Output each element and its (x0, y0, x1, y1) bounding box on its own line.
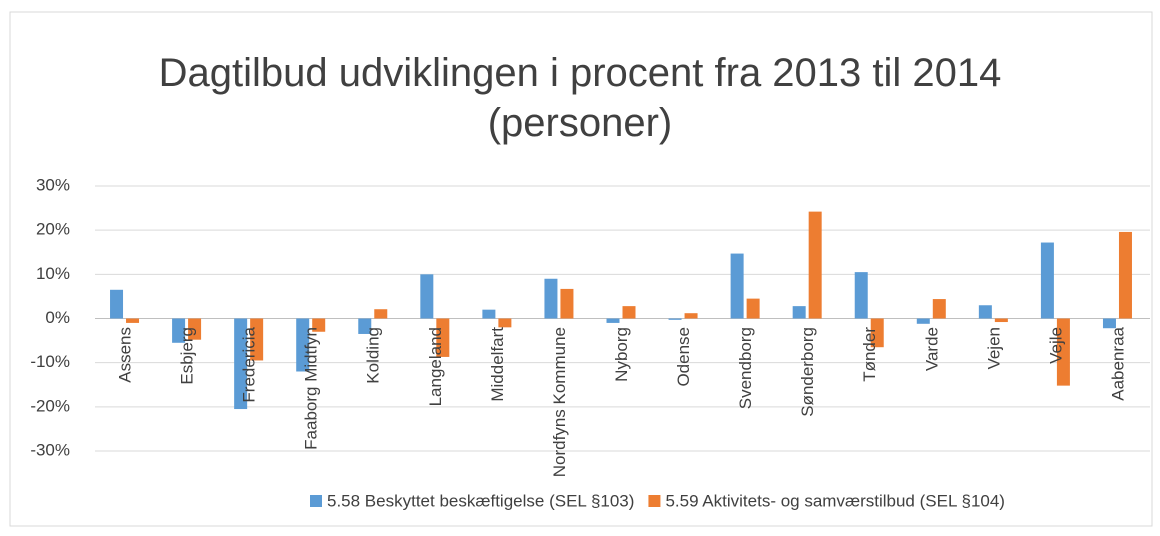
x-tick-label: Aabenraa (1108, 326, 1127, 400)
y-tick-label: 20% (36, 220, 70, 239)
y-tick-label: 0% (45, 308, 70, 327)
bar (668, 318, 682, 320)
bar (234, 318, 248, 410)
bar (606, 318, 620, 323)
x-tick-label: Nordfyns Kommune (550, 327, 569, 477)
bar (1118, 231, 1132, 319)
legend-swatch (310, 495, 322, 507)
bar (544, 278, 558, 319)
x-tick-label: Tønder (860, 327, 879, 382)
bar (312, 318, 326, 332)
x-tick-label: Svendborg (736, 327, 755, 409)
bar (932, 299, 946, 319)
x-tick-label: Varde (922, 327, 941, 371)
bar (870, 318, 884, 348)
bar (172, 318, 186, 343)
x-tick-label: Assens (116, 327, 135, 383)
y-tick-label: 30% (36, 175, 70, 194)
chart-border (9, 11, 1153, 527)
bar (126, 318, 140, 323)
bar (250, 318, 264, 361)
y-tick-label: -10% (30, 352, 70, 371)
bar (1102, 318, 1116, 329)
bar (1056, 318, 1070, 386)
bar (978, 305, 992, 319)
bar (110, 289, 124, 319)
bar (560, 288, 574, 319)
legend-swatch (648, 495, 661, 507)
bar (792, 306, 806, 319)
bar (730, 253, 744, 319)
y-tick-label: 10% (36, 264, 70, 283)
legend: 5.58 Beskyttet beskæftigelse (SEL §103) 5… (310, 491, 1005, 510)
x-tick-label: Faaborg Midtfyn (302, 327, 321, 450)
bar (420, 274, 434, 319)
x-tick-label: Vejle (1046, 327, 1065, 364)
x-tick-label: Nyborg (612, 327, 631, 382)
bar (622, 306, 636, 319)
bar (916, 318, 930, 324)
y-tick-label: -30% (30, 440, 70, 459)
bar (746, 298, 760, 319)
y-tick-label: -20% (30, 396, 70, 415)
bar (1040, 242, 1054, 319)
bar (808, 211, 822, 319)
bar (436, 318, 450, 357)
x-tick-label: Langeland (426, 327, 445, 406)
legend-label: 5.58 Beskyttet beskæftigelse (SEL §103) (327, 491, 634, 510)
bar (684, 313, 698, 319)
x-tick-label: Vejen (984, 327, 1003, 370)
x-tick-label: Kolding (364, 327, 383, 384)
bar (482, 309, 496, 319)
x-tick-label: Middelfart (488, 327, 507, 402)
bar (188, 318, 202, 340)
bar (994, 318, 1008, 323)
bar (296, 318, 310, 372)
x-tick-label: Odense (674, 327, 693, 387)
x-tick-label: Esbjerg (178, 327, 197, 385)
x-tick-label: Fredericia (240, 326, 259, 402)
chart-title: Dagtilbud udviklingen i procent fra 2013… (159, 51, 1002, 145)
bar (374, 309, 388, 319)
legend-label: 5.59 Aktivitets- og samværstilbud (SEL §… (665, 491, 1005, 510)
bar (498, 318, 512, 328)
x-tick-label: Sønderborg (798, 327, 817, 417)
bar (854, 272, 868, 319)
bar (358, 318, 372, 334)
